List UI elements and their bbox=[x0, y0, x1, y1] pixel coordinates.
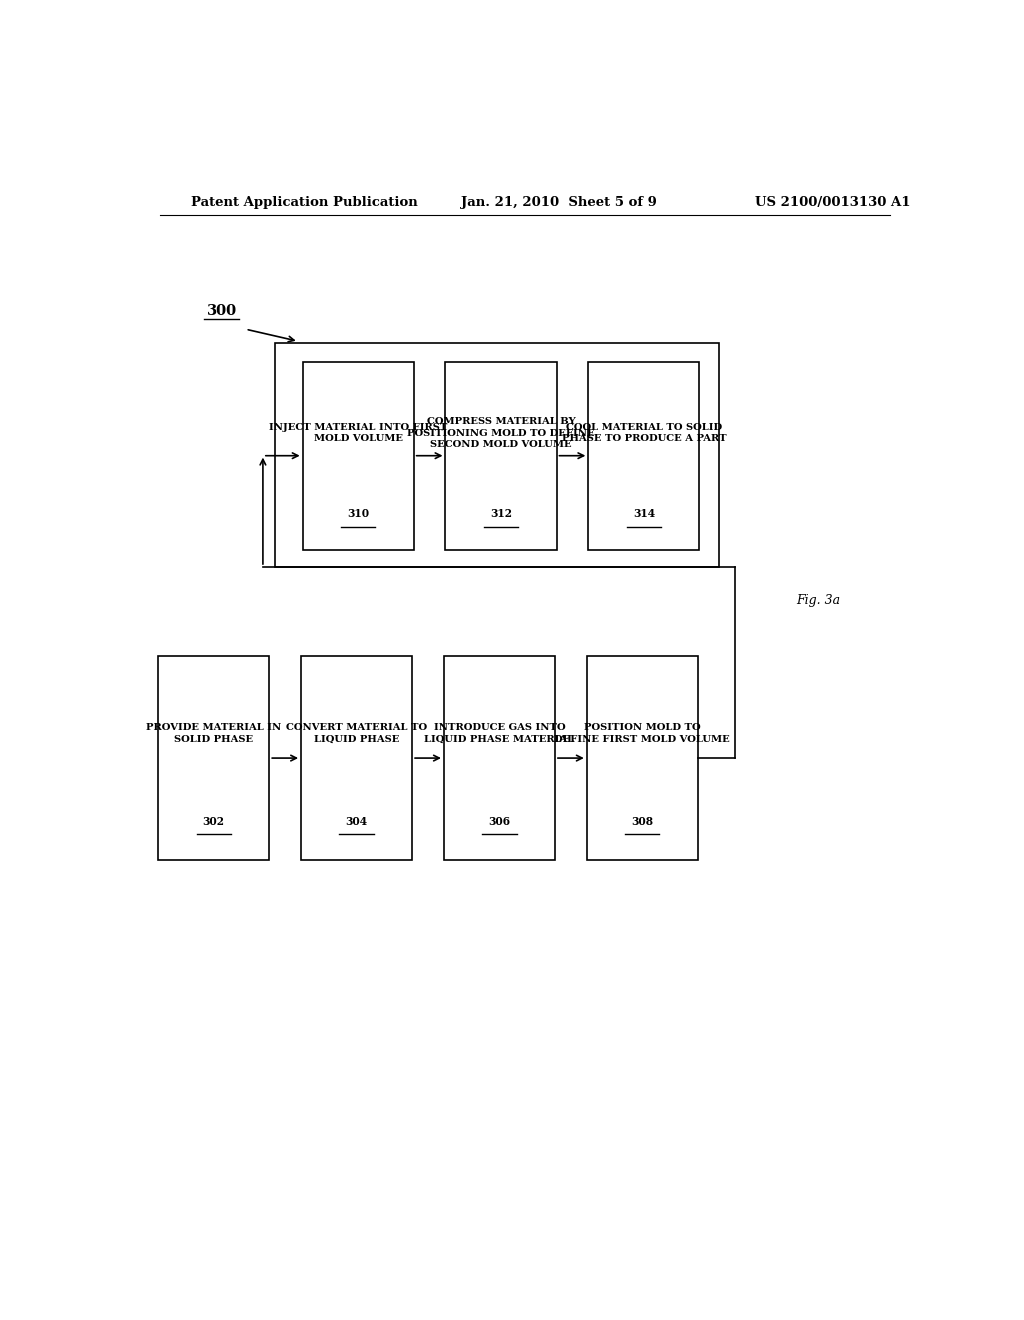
Text: 312: 312 bbox=[490, 508, 512, 520]
Bar bbox=[303, 362, 414, 549]
Text: 300: 300 bbox=[207, 304, 237, 318]
Text: COOL MATERIAL TO SOLID
PHASE TO PRODUCE A PART: COOL MATERIAL TO SOLID PHASE TO PRODUCE … bbox=[561, 422, 726, 444]
Text: US 2100/0013130 A1: US 2100/0013130 A1 bbox=[755, 195, 910, 209]
Bar bbox=[587, 656, 697, 859]
Text: CONVERT MATERIAL TO
LIQUID PHASE: CONVERT MATERIAL TO LIQUID PHASE bbox=[286, 723, 427, 744]
Text: 302: 302 bbox=[203, 816, 224, 826]
Text: 310: 310 bbox=[347, 508, 370, 520]
Bar bbox=[158, 656, 269, 859]
Text: 304: 304 bbox=[345, 816, 368, 826]
Bar bbox=[588, 362, 699, 549]
Text: INTRODUCE GAS INTO
LIQUID PHASE MATERIAL: INTRODUCE GAS INTO LIQUID PHASE MATERIAL bbox=[424, 723, 574, 744]
Text: 308: 308 bbox=[631, 816, 653, 826]
Bar bbox=[274, 343, 719, 568]
Text: PROVIDE MATERIAL IN
SOLID PHASE: PROVIDE MATERIAL IN SOLID PHASE bbox=[146, 723, 282, 744]
Text: Patent Application Publication: Patent Application Publication bbox=[191, 195, 418, 209]
Text: POSITION MOLD TO
DEFINE FIRST MOLD VOLUME: POSITION MOLD TO DEFINE FIRST MOLD VOLUM… bbox=[554, 723, 730, 744]
Bar bbox=[301, 656, 412, 859]
Text: 306: 306 bbox=[488, 816, 511, 826]
Bar bbox=[445, 362, 557, 549]
Text: INJECT MATERIAL INTO FIRST
MOLD VOLUME: INJECT MATERIAL INTO FIRST MOLD VOLUME bbox=[269, 422, 447, 444]
Text: Jan. 21, 2010  Sheet 5 of 9: Jan. 21, 2010 Sheet 5 of 9 bbox=[461, 195, 657, 209]
Text: COMPRESS MATERIAL BY
POSITIONING MOLD TO DEFINE
SECOND MOLD VOLUME: COMPRESS MATERIAL BY POSITIONING MOLD TO… bbox=[408, 417, 595, 449]
Bar bbox=[443, 656, 555, 859]
Text: 314: 314 bbox=[633, 508, 655, 520]
Text: Fig. 3a: Fig. 3a bbox=[797, 594, 841, 607]
